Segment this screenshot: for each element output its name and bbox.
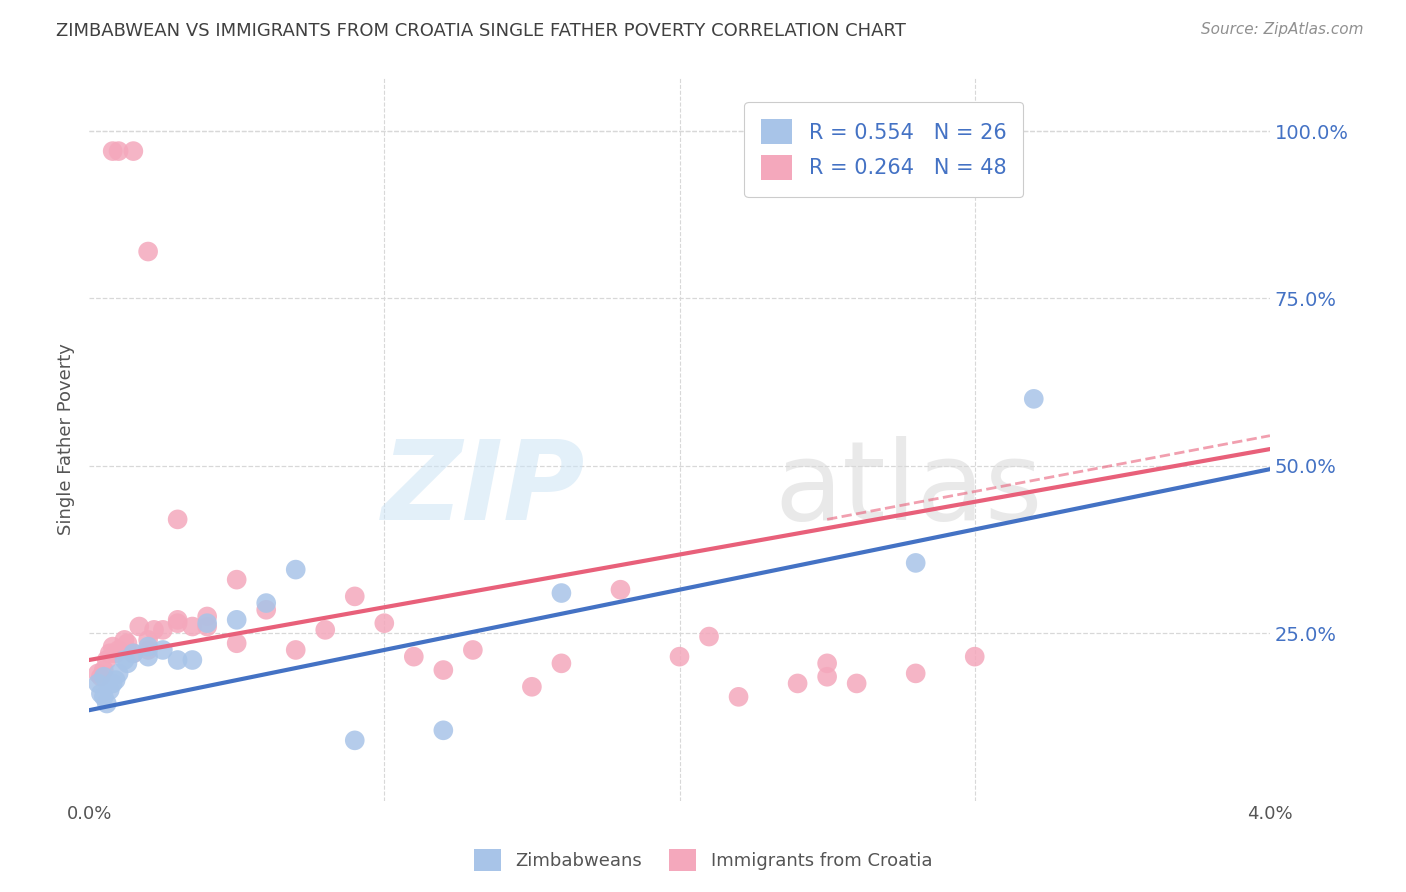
Point (122, 646, 145, 660)
Point (96, 697, 118, 711)
Y-axis label: Single Father Poverty: Single Father Poverty (58, 343, 75, 535)
Point (520, 680, 543, 694)
Point (343, 590, 366, 604)
Point (225, 573, 247, 587)
Point (93, 670, 115, 684)
Point (550, 657, 572, 671)
Point (550, 586, 572, 600)
Point (136, 244, 159, 259)
Text: atlas: atlas (773, 436, 1042, 543)
Point (815, 670, 838, 684)
Point (93, 663, 115, 677)
Point (114, 632, 136, 647)
Point (98, 646, 121, 660)
Point (122, 144, 145, 158)
Point (136, 632, 159, 647)
Point (136, 643, 159, 657)
Point (87, 666, 110, 681)
Text: ZIMBABWEAN VS IMMIGRANTS FROM CROATIA SINGLE FATHER POVERTY CORRELATION CHART: ZIMBABWEAN VS IMMIGRANTS FROM CROATIA SI… (56, 22, 905, 40)
Point (122, 646, 145, 660)
Point (845, 676, 868, 690)
Point (181, 619, 204, 633)
Point (101, 640, 124, 654)
Point (166, 512, 188, 526)
Point (195, 609, 218, 624)
Point (697, 630, 720, 644)
Point (904, 666, 927, 681)
Point (786, 676, 808, 690)
Point (195, 619, 218, 633)
Point (107, 144, 129, 158)
Point (93, 690, 115, 704)
Point (284, 563, 307, 577)
Point (136, 640, 159, 654)
Point (136, 649, 159, 664)
Point (254, 603, 277, 617)
Point (225, 613, 247, 627)
Point (668, 649, 690, 664)
Point (166, 613, 188, 627)
Point (114, 653, 136, 667)
Point (98, 683, 121, 698)
Point (96, 653, 118, 667)
Point (432, 663, 454, 677)
Point (101, 144, 124, 158)
Point (152, 643, 174, 657)
Point (815, 657, 838, 671)
Legend: R = 0.554   N = 26, R = 0.264   N = 48: R = 0.554 N = 26, R = 0.264 N = 48 (744, 103, 1024, 197)
Point (166, 616, 188, 631)
Point (87, 676, 110, 690)
Point (254, 596, 277, 610)
Point (117, 657, 139, 671)
Point (284, 643, 307, 657)
Point (432, 723, 454, 738)
Point (314, 623, 336, 637)
Text: Source: ZipAtlas.com: Source: ZipAtlas.com (1201, 22, 1364, 37)
Point (107, 666, 129, 681)
Point (166, 653, 188, 667)
Point (107, 643, 129, 657)
Point (152, 623, 174, 637)
Point (117, 636, 139, 650)
Point (963, 649, 986, 664)
Point (402, 649, 425, 664)
Point (609, 582, 631, 597)
Point (195, 616, 218, 631)
Point (343, 733, 366, 747)
Point (727, 690, 749, 704)
Point (904, 556, 927, 570)
Point (225, 636, 247, 650)
Point (128, 619, 150, 633)
Point (373, 616, 395, 631)
Point (461, 643, 484, 657)
Text: ZIP: ZIP (381, 436, 585, 543)
Point (101, 676, 124, 690)
Point (181, 653, 204, 667)
Point (104, 646, 127, 660)
Point (1022, 392, 1045, 406)
Point (90, 670, 112, 684)
Point (104, 673, 127, 687)
Point (90, 686, 112, 700)
Point (143, 623, 166, 637)
Legend: Zimbabweans, Immigrants from Croatia: Zimbabweans, Immigrants from Croatia (467, 842, 939, 879)
